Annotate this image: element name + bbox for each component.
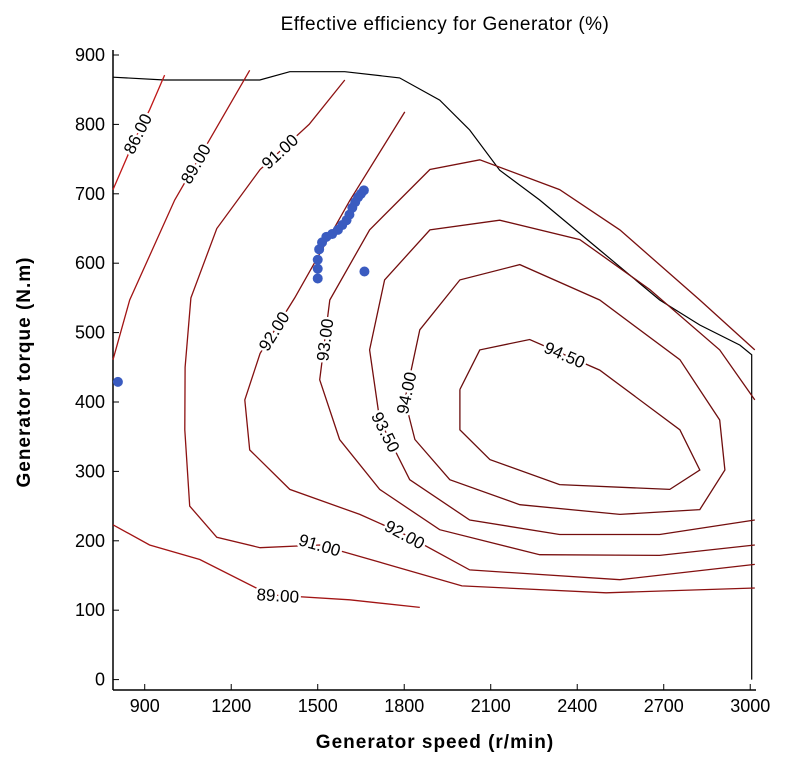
- scatter-point: [312, 254, 323, 265]
- contour-line: [244, 111, 755, 581]
- scatter-point: [312, 263, 323, 274]
- y-tick-label: 500: [75, 323, 105, 343]
- contour-line: [368, 219, 756, 536]
- x-tick-label: 2700: [644, 696, 684, 716]
- chart-title: Effective efficiency for Generator (%): [281, 14, 610, 35]
- y-tick-label: 800: [75, 114, 105, 134]
- x-tick-label: 900: [130, 696, 160, 716]
- x-tick-label: 1800: [384, 696, 424, 716]
- contour-line: [112, 524, 420, 609]
- y-tick-label: 400: [75, 392, 105, 412]
- y-axis-title: Generator torque (N.m): [14, 256, 35, 487]
- y-tick-label: 700: [75, 184, 105, 204]
- x-tick-label: 1500: [298, 696, 338, 716]
- x-tick-label: 1200: [211, 696, 251, 716]
- contour-line: [184, 79, 755, 594]
- x-tick-label: 2400: [557, 696, 597, 716]
- scatter-point: [358, 185, 369, 196]
- scatter-point: [312, 273, 323, 284]
- contour-line: [404, 263, 726, 516]
- x-tick-label: 3000: [730, 696, 770, 716]
- x-tick-label: 2100: [471, 696, 511, 716]
- y-tick-label: 200: [75, 531, 105, 551]
- contour-line: [112, 69, 251, 360]
- contour-label: 93.50: [367, 409, 403, 456]
- contour-label: 94.50: [541, 338, 588, 372]
- contour-line: [459, 338, 701, 491]
- contour-label: 94.00: [393, 370, 420, 416]
- contour-line: [112, 74, 166, 190]
- y-tick-label: 0: [95, 670, 105, 690]
- scatter-point: [112, 376, 123, 387]
- boundary-line: [112, 71, 753, 680]
- y-tick-label: 900: [75, 45, 105, 65]
- contour-label: 93.00: [313, 318, 337, 363]
- scatter-point: [359, 266, 370, 277]
- contour-label: 86.00: [120, 111, 156, 158]
- contour-label: 91.00: [296, 530, 342, 560]
- contour-label: 92.00: [255, 308, 294, 354]
- y-tick-label: 300: [75, 461, 105, 481]
- contour-label: 89.00: [256, 585, 300, 607]
- y-tick-label: 600: [75, 253, 105, 273]
- x-axis-title: Generator speed (r/min): [316, 732, 554, 753]
- contour-line: [319, 159, 756, 557]
- contour-label: 89.00: [177, 141, 215, 187]
- y-tick-label: 100: [75, 600, 105, 620]
- contour-label: 92.00: [381, 516, 427, 553]
